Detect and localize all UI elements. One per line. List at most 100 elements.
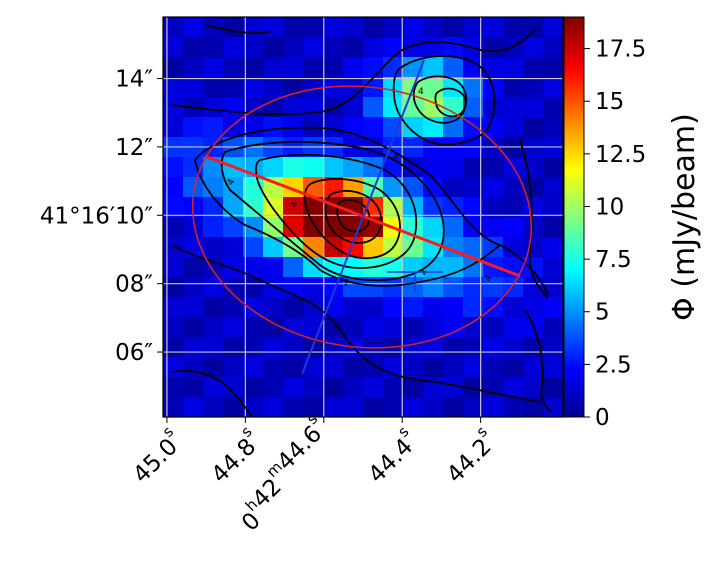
colorbar-tick-label: 17.5 bbox=[595, 37, 646, 63]
heatmap-cell bbox=[183, 77, 204, 98]
heatmap-cell bbox=[283, 337, 304, 358]
heatmap-cell bbox=[203, 317, 224, 338]
heatmap-cell bbox=[423, 37, 444, 58]
heatmap-cell bbox=[183, 397, 204, 418]
heatmap-cell bbox=[163, 397, 184, 418]
colorbar-tick-label: 5 bbox=[595, 300, 610, 326]
heatmap-cell bbox=[443, 217, 464, 238]
heatmap-cell bbox=[283, 57, 304, 78]
beam-ellipse bbox=[191, 85, 533, 349]
heatmap-cell bbox=[203, 277, 224, 298]
heatmap-cell bbox=[203, 77, 224, 98]
heatmap-cell bbox=[283, 317, 304, 338]
heatmap-cell bbox=[223, 337, 244, 358]
heatmap-cell bbox=[483, 57, 504, 78]
heatmap-cell bbox=[243, 357, 264, 378]
heatmap-cell bbox=[443, 337, 464, 358]
heatmap-cell bbox=[323, 337, 344, 358]
heatmap-cell bbox=[343, 17, 364, 38]
colorbar-tick-label: 10 bbox=[595, 194, 624, 220]
heatmap-cell bbox=[223, 277, 244, 298]
heatmap-cell bbox=[263, 17, 284, 38]
heatmap-cell bbox=[523, 177, 544, 198]
colorbar-label: Φ (mJy/beam) bbox=[667, 113, 702, 321]
heatmap-cell bbox=[323, 117, 344, 138]
heatmap-cell bbox=[363, 57, 384, 78]
heatmap-cell bbox=[323, 377, 344, 398]
heatmap-cell bbox=[283, 197, 304, 218]
heatmap-cell bbox=[303, 277, 324, 298]
heatmap-cell bbox=[483, 217, 504, 238]
heatmap-cell bbox=[223, 57, 244, 78]
heatmap-cell bbox=[543, 177, 564, 198]
heatmap-cell bbox=[263, 157, 284, 178]
heatmap-cell bbox=[403, 17, 424, 38]
heatmap-cell bbox=[363, 277, 384, 298]
heatmap-cell bbox=[303, 177, 324, 198]
heatmap-cell bbox=[183, 317, 204, 338]
heatmap-cell bbox=[303, 257, 324, 278]
heatmap-cell bbox=[263, 177, 284, 198]
heatmap-cell bbox=[203, 177, 224, 198]
y-axis: 14″ 12″ 41°16′10″ 08″ 06″ bbox=[40, 67, 163, 366]
heatmap-cell bbox=[443, 17, 464, 38]
heatmap-cell bbox=[483, 177, 504, 198]
y-tick-label: 06″ bbox=[115, 340, 153, 366]
heatmap-cell bbox=[523, 237, 544, 258]
heatmap-cell bbox=[203, 217, 224, 238]
colorbar bbox=[563, 16, 585, 418]
heatmap-cell bbox=[343, 397, 364, 418]
heatmap-cell bbox=[163, 17, 184, 38]
heatmap-cell bbox=[403, 277, 424, 298]
heatmap-cell bbox=[163, 317, 184, 338]
heatmap-cell bbox=[263, 57, 284, 78]
heatmap-cell bbox=[543, 197, 564, 218]
heatmap-cell bbox=[443, 297, 464, 318]
heatmap-cell bbox=[163, 337, 184, 358]
plot-frame bbox=[162, 16, 564, 418]
heatmap-cell bbox=[543, 277, 564, 298]
heatmap-cell bbox=[343, 97, 364, 118]
heatmap-cell bbox=[543, 257, 564, 278]
heatmap-cell bbox=[263, 317, 284, 338]
heatmap-cell bbox=[163, 197, 184, 218]
heatmap-cell bbox=[383, 97, 404, 118]
contour-label: 2 bbox=[343, 278, 350, 289]
heatmap-cell bbox=[443, 397, 464, 418]
heatmap-cell bbox=[403, 117, 424, 138]
heatmap-cell bbox=[203, 237, 224, 258]
heatmap-cell bbox=[163, 57, 184, 78]
contour-label: 4 bbox=[226, 177, 238, 187]
heatmap-cell bbox=[543, 237, 564, 258]
heatmap-cell bbox=[403, 237, 424, 258]
heatmap-cell bbox=[203, 117, 224, 138]
heatmap-cell bbox=[383, 397, 404, 418]
heatmap-cell bbox=[443, 177, 464, 198]
heatmap-cell bbox=[523, 257, 544, 278]
heatmap-cell bbox=[503, 357, 524, 378]
heatmap-cell bbox=[483, 277, 504, 298]
heatmap-cell bbox=[463, 17, 484, 38]
heatmap-cell bbox=[303, 157, 324, 178]
heatmap-cell bbox=[243, 237, 264, 258]
heatmap-cell bbox=[483, 237, 504, 258]
heatmap-cell bbox=[183, 337, 204, 358]
heatmap-cell bbox=[463, 177, 484, 198]
heatmap-cell bbox=[323, 297, 344, 318]
heatmap-cell bbox=[303, 237, 324, 258]
heatmap-cell bbox=[303, 357, 324, 378]
heatmap-cell bbox=[363, 17, 384, 38]
heatmap-cell bbox=[383, 37, 404, 58]
heatmap-cell bbox=[383, 297, 404, 318]
heatmap-cell bbox=[203, 197, 224, 218]
heatmap-cell bbox=[543, 77, 564, 98]
heatmap-cell bbox=[323, 397, 344, 418]
heatmap-cell bbox=[523, 17, 544, 38]
contour-level-1 bbox=[194, 126, 549, 296]
heatmap-cell bbox=[243, 377, 264, 398]
heatmap-cell bbox=[243, 337, 264, 358]
heatmap-cell bbox=[303, 397, 324, 418]
heatmap-cell bbox=[543, 97, 564, 118]
